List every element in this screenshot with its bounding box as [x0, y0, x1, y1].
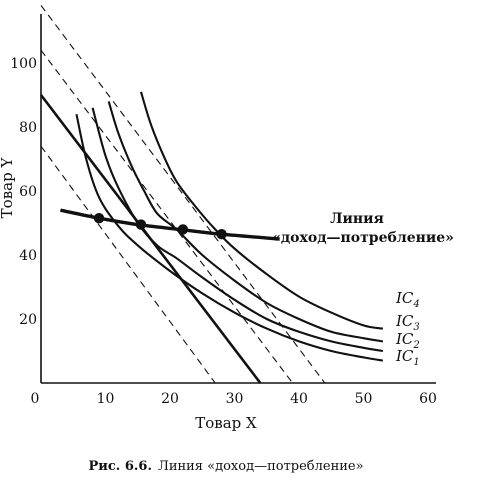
figure-caption: Рис. 6.6. Линия «доход—потребление» — [88, 459, 363, 474]
equilibrium-point-3 — [177, 224, 189, 235]
x-tick-label-0: 0 — [31, 391, 40, 407]
equilibrium-points — [93, 213, 227, 240]
budget-line-1 — [40, 145, 216, 384]
indifference-curve-3 — [107, 101, 384, 343]
indifference-curve-label-3: IC3 — [395, 312, 420, 333]
ic-label-name: IC — [395, 312, 414, 330]
budget-line-4 — [40, 5, 326, 384]
icc-label-line1: Линия — [330, 211, 384, 227]
ic-label-name: IC — [395, 289, 414, 307]
ic-label-subscript: 3 — [413, 322, 419, 333]
equilibrium-point-4 — [216, 229, 227, 240]
x-tick-label-10: 10 — [97, 391, 115, 407]
ic-label-subscript: 4 — [412, 299, 419, 310]
caption-text: Линия «доход—потребление» — [158, 459, 364, 474]
ic-label-subscript: 2 — [412, 340, 419, 351]
ic-label-name: IC — [395, 347, 414, 365]
x-tick-label-40: 40 — [290, 391, 308, 407]
indifference-curve-label-2: IC2 — [395, 330, 420, 351]
equilibrium-point-2 — [135, 219, 147, 230]
budget-line-3 — [40, 49, 293, 384]
x-axis-title: Товар X — [195, 414, 257, 432]
ic-label-name: IC — [395, 330, 414, 348]
axes — [40, 14, 436, 384]
indifference-curve-label-1: IC1 — [395, 347, 420, 368]
indifference-curve-2 — [91, 107, 384, 353]
equilibrium-point-1 — [93, 213, 105, 224]
x-tick-label-60: 60 — [419, 391, 437, 407]
y-tick-label-100: 100 — [10, 56, 37, 72]
indifference-curve-label-4: IC4 — [395, 289, 420, 310]
x-tick-label-30: 30 — [226, 391, 244, 407]
y-tick-label-60: 60 — [19, 184, 37, 200]
y-axis-title: Товар Y — [0, 157, 16, 219]
icc-label-line2: «доход—потребление» — [272, 230, 454, 246]
indifference-curve-1 — [75, 113, 384, 362]
ic-label-subscript: 1 — [413, 357, 419, 368]
y-tick-label-80: 80 — [19, 120, 37, 136]
x-tick-label-50: 50 — [355, 391, 373, 407]
y-tick-label-40: 40 — [19, 248, 37, 264]
tick-labels: 0 10 20 30 40 50 60 20 40 60 80 100 — [10, 56, 437, 407]
caption-label: Рис. 6.6. — [88, 459, 152, 474]
y-tick-label-20: 20 — [19, 312, 37, 328]
x-tick-label-20: 20 — [161, 391, 179, 407]
